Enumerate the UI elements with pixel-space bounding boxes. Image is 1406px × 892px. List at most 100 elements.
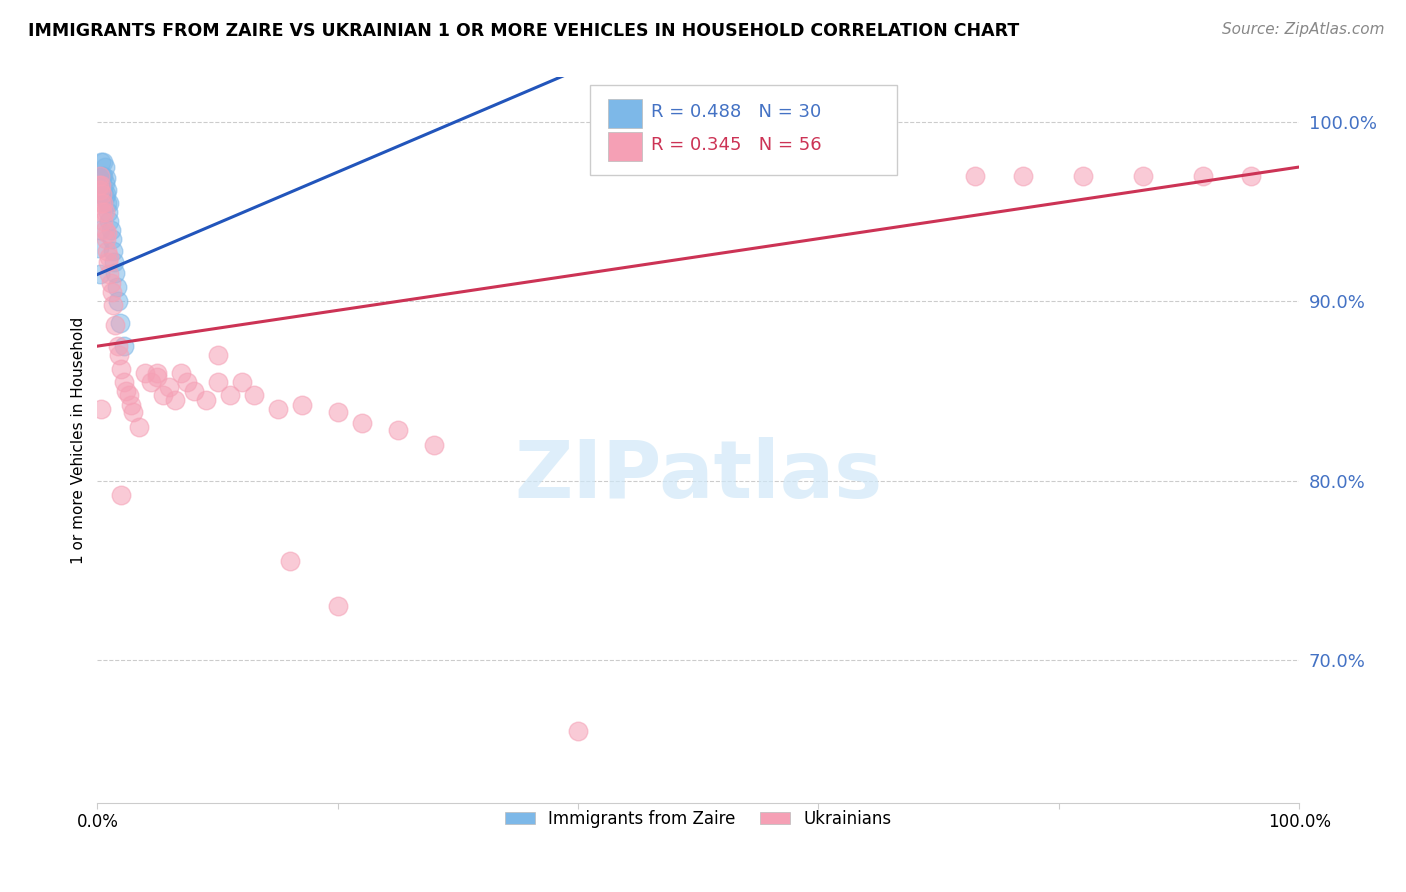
- Point: [218, 387, 240, 401]
- Point: [100, 232, 122, 246]
- Point: [94, 170, 117, 185]
- Point: [96, 244, 118, 259]
- Point: [107, 339, 129, 353]
- Point: [100, 285, 122, 300]
- Point: [96, 227, 118, 241]
- Point: [170, 366, 193, 380]
- Point: [110, 362, 132, 376]
- Point: [146, 369, 169, 384]
- Point: [93, 154, 115, 169]
- Point: [101, 244, 124, 259]
- Point: [567, 724, 589, 739]
- Point: [134, 366, 156, 380]
- Point: [89, 223, 111, 237]
- Point: [194, 392, 217, 407]
- Point: [1132, 169, 1154, 183]
- Text: IMMIGRANTS FROM ZAIRE VS UKRAINIAN 1 OR MORE VEHICLES IN HOUSEHOLD CORRELATION C: IMMIGRANTS FROM ZAIRE VS UKRAINIAN 1 OR …: [28, 22, 1019, 40]
- Point: [94, 186, 117, 201]
- Legend: Immigrants from Zaire, Ukrainians: Immigrants from Zaire, Ukrainians: [498, 803, 898, 835]
- Point: [93, 183, 115, 197]
- Point: [91, 169, 114, 183]
- Point: [87, 178, 110, 192]
- Point: [108, 316, 131, 330]
- Point: [1071, 169, 1094, 183]
- Point: [93, 223, 115, 237]
- Point: [1192, 169, 1215, 183]
- Point: [423, 438, 446, 452]
- Point: [120, 398, 142, 412]
- Point: [103, 255, 125, 269]
- Point: [87, 241, 110, 255]
- Point: [100, 223, 122, 237]
- Point: [98, 250, 121, 264]
- Point: [112, 339, 135, 353]
- Point: [90, 172, 112, 186]
- FancyBboxPatch shape: [609, 132, 641, 161]
- Point: [128, 419, 150, 434]
- Point: [115, 384, 138, 398]
- Point: [387, 423, 409, 437]
- Point: [122, 405, 145, 419]
- Point: [278, 554, 301, 568]
- Point: [104, 318, 127, 332]
- Point: [326, 405, 349, 419]
- Point: [91, 204, 114, 219]
- Point: [93, 190, 115, 204]
- Point: [350, 416, 373, 430]
- FancyBboxPatch shape: [591, 85, 897, 176]
- Point: [97, 255, 120, 269]
- Point: [146, 366, 169, 380]
- Point: [91, 186, 114, 201]
- Point: [101, 298, 124, 312]
- Point: [112, 375, 135, 389]
- Point: [90, 195, 112, 210]
- Point: [231, 375, 253, 389]
- Point: [89, 268, 111, 282]
- Point: [242, 387, 264, 401]
- Point: [117, 387, 139, 401]
- Text: Source: ZipAtlas.com: Source: ZipAtlas.com: [1222, 22, 1385, 37]
- Point: [93, 160, 115, 174]
- Point: [963, 169, 986, 183]
- Point: [183, 384, 205, 398]
- Point: [93, 213, 115, 227]
- Point: [326, 599, 349, 613]
- Point: [90, 154, 112, 169]
- Point: [266, 401, 288, 416]
- Point: [97, 204, 120, 219]
- Text: ZIPatlas: ZIPatlas: [515, 437, 883, 516]
- Point: [90, 178, 112, 192]
- Text: R = 0.488   N = 30: R = 0.488 N = 30: [651, 103, 821, 121]
- Point: [98, 213, 121, 227]
- Point: [96, 195, 118, 210]
- Point: [1240, 169, 1263, 183]
- Point: [291, 398, 314, 412]
- Point: [100, 277, 122, 291]
- Point: [89, 169, 111, 183]
- Point: [108, 348, 131, 362]
- FancyBboxPatch shape: [609, 99, 641, 128]
- Point: [141, 375, 163, 389]
- Point: [98, 195, 121, 210]
- Point: [159, 380, 181, 394]
- Point: [107, 294, 129, 309]
- Point: [89, 183, 111, 197]
- Point: [152, 387, 174, 401]
- Y-axis label: 1 or more Vehicles in Household: 1 or more Vehicles in Household: [72, 317, 86, 564]
- Point: [165, 392, 187, 407]
- Point: [110, 488, 132, 502]
- Point: [207, 375, 229, 389]
- Point: [93, 195, 115, 210]
- Point: [104, 266, 127, 280]
- Text: R = 0.345   N = 56: R = 0.345 N = 56: [651, 136, 823, 154]
- Point: [176, 375, 198, 389]
- Point: [96, 183, 118, 197]
- Point: [90, 186, 112, 201]
- Point: [1011, 169, 1033, 183]
- Point: [93, 204, 115, 219]
- Point: [98, 268, 121, 282]
- Point: [91, 186, 114, 201]
- Point: [94, 232, 117, 246]
- Point: [207, 348, 229, 362]
- Point: [90, 401, 112, 416]
